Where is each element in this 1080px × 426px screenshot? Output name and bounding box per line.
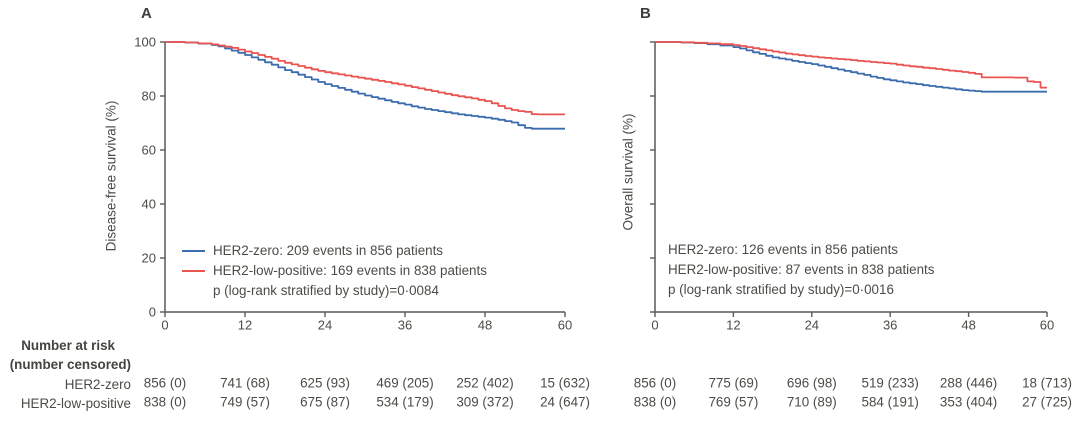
- risk-row-label-her2-low-positive: HER2-low-positive: [20, 395, 131, 411]
- risk-cell: 353 (404): [939, 394, 998, 410]
- risk-cell: 519 (233): [861, 375, 919, 391]
- km-curve-her2-zero: [165, 41, 565, 130]
- risk-cell: 856 (0): [143, 375, 187, 391]
- legend-item-her2-zero: HER2-zero: 209 events in 856 patients: [182, 241, 487, 261]
- risk-cell: 838 (0): [633, 394, 677, 410]
- risk-cell: 18 (713): [1022, 375, 1072, 391]
- x-tick-label: 0: [161, 317, 169, 333]
- legend-label: HER2-zero: 126 events in 856 patients: [668, 242, 899, 258]
- legend-label: HER2-zero: 209 events in 856 patients: [213, 243, 444, 259]
- y-tick-label: 60: [141, 142, 156, 158]
- legend-label: HER2-low-positive: 169 events in 838 pat…: [213, 263, 487, 279]
- y-tick-label: 80: [141, 88, 156, 104]
- legend-item-her2-zero: HER2-zero: 126 events in 856 patients: [668, 240, 934, 260]
- panel-a-letter: A: [141, 5, 152, 22]
- panel-b-letter: B: [640, 5, 651, 22]
- risk-table-labels: Number at risk (number censored) HER2-ze…: [0, 336, 131, 413]
- x-tick-label: 24: [317, 317, 333, 333]
- risk-cell: 625 (93): [300, 375, 350, 391]
- p-value-text: p (log-rank stratified by study)=0·0016: [668, 281, 894, 297]
- risk-cell: 675 (87): [300, 394, 350, 410]
- p-value-text: p (log-rank stratified by study)=0·0084: [213, 282, 439, 298]
- x-tick-label: 48: [961, 317, 976, 333]
- her2-zero-line-swatch: [182, 249, 205, 252]
- x-tick-label: 0: [651, 317, 659, 333]
- risk-table-header-line1: Number at risk: [21, 338, 115, 353]
- risk-table-header-line2: (number censored): [9, 357, 131, 373]
- panel-b-legend: HER2-zero: 126 events in 856 patients HE…: [668, 240, 934, 299]
- y-tick-label: 0: [148, 304, 156, 320]
- x-tick-label: 36: [397, 317, 413, 333]
- risk-cell: 288 (446): [939, 375, 998, 391]
- risk-cell: 856 (0): [633, 375, 677, 391]
- risk-cell: 469 (205): [376, 375, 434, 391]
- risk-cell: 15 (632): [540, 375, 590, 391]
- panel-a-legend: HER2-zero: 209 events in 856 patients HE…: [182, 241, 487, 300]
- legend-item-her2-low-positive: HER2-low-positive: 169 events in 838 pat…: [182, 261, 487, 281]
- km-curve-her2-zero: [655, 41, 1047, 93]
- panel-a-y-axis-label: Disease-free survival (%): [103, 100, 119, 252]
- x-tick-label: 12: [237, 317, 253, 333]
- x-tick-label: 60: [1039, 317, 1055, 333]
- x-tick-label: 24: [804, 317, 820, 333]
- risk-cell: 27 (725): [1022, 394, 1072, 410]
- her2-low-positive-line-swatch: [182, 269, 205, 272]
- x-tick-label: 48: [477, 317, 493, 333]
- risk-row-label-her2-zero: HER2-zero: [64, 376, 131, 392]
- panel-b-y-axis-label: Overall survival (%): [620, 113, 636, 231]
- risk-cell: 696 (98): [786, 375, 837, 391]
- x-tick-label: 60: [557, 317, 573, 333]
- risk-cell: 775 (69): [708, 375, 759, 391]
- risk-cell: 534 (179): [376, 394, 434, 410]
- risk-cell: 838 (0): [143, 394, 187, 410]
- risk-cell: 710 (89): [786, 394, 837, 410]
- risk-cell: 309 (372): [456, 394, 514, 410]
- x-tick-label: 12: [726, 317, 741, 333]
- y-tick-label: 40: [141, 196, 156, 212]
- y-tick-label: 100: [134, 34, 156, 50]
- risk-cell: 24 (647): [540, 394, 590, 410]
- risk-cell: 769 (57): [708, 394, 759, 410]
- km-curve-her2-low-positive: [655, 41, 1047, 89]
- risk-cell: 584 (191): [861, 394, 919, 410]
- legend-item-her2-low-positive: HER2-low-positive: 87 events in 838 pati…: [668, 260, 934, 280]
- km-curve-her2-low-positive: [165, 41, 565, 116]
- risk-cell: 741 (68): [220, 375, 270, 391]
- risk-cell: 252 (402): [456, 375, 514, 391]
- legend-label: HER2-low-positive: 87 events in 838 pati…: [668, 262, 935, 278]
- risk-cell: 749 (57): [220, 394, 270, 410]
- x-tick-label: 36: [882, 317, 898, 333]
- y-tick-label: 20: [141, 250, 156, 266]
